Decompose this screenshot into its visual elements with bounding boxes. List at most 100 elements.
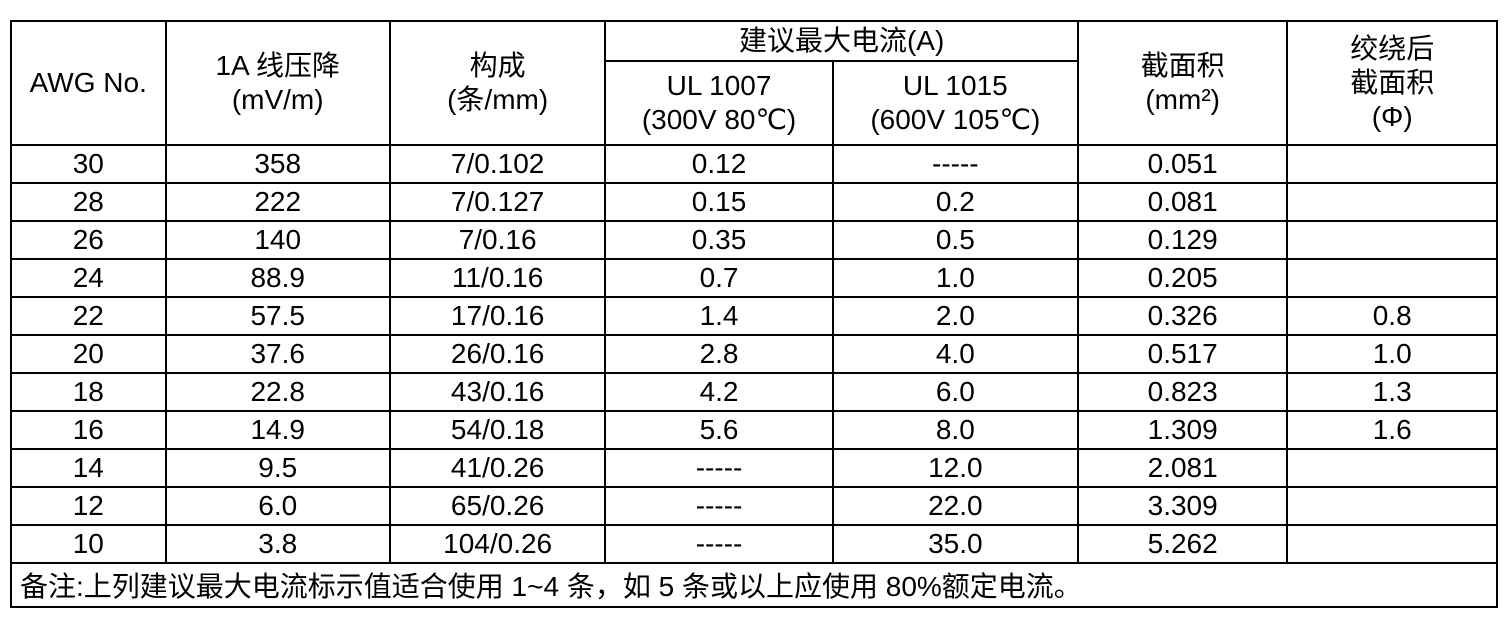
- table-header: AWG No. 1A 线压降 (mV/m) 构成 (条/mm) 建议最大电流(A…: [10, 20, 1498, 146]
- table-cell: 37.6: [164, 334, 391, 374]
- table-row: 28 222 7/0.127 0.15 0.2 0.081: [10, 182, 1498, 222]
- table-cell: 12.0: [831, 448, 1079, 488]
- table-cell: 0.129: [1076, 220, 1289, 260]
- table-cell: [1286, 258, 1498, 298]
- table-cell: 16: [10, 410, 167, 450]
- table-cell: 0.517: [1076, 334, 1289, 374]
- table-cell: 26/0.16: [388, 334, 607, 374]
- table-cell: 2.081: [1076, 448, 1289, 488]
- table-cell: 0.823: [1076, 372, 1289, 412]
- table-cell: 8.0: [831, 410, 1079, 450]
- table-cell: 5.262: [1076, 524, 1289, 564]
- table-cell: 88.9: [164, 258, 391, 298]
- table-cell: 10: [10, 524, 167, 564]
- table-cell: 0.5: [831, 220, 1079, 260]
- table-cell: 104/0.26: [388, 524, 607, 564]
- table-footer: 备注:上列建议最大电流标示值适合使用 1~4 条，如 5 条或以上应使用 80%…: [10, 562, 1498, 608]
- table-cell: 0.2: [831, 182, 1079, 222]
- table-cell: 3.8: [164, 524, 391, 564]
- construction-line2: (条/mm): [447, 84, 549, 115]
- table-cell: [1286, 486, 1498, 526]
- table-cell: 0.7: [604, 258, 834, 298]
- table-row: 22 57.5 17/0.16 1.4 2.0 0.326 0.8: [10, 296, 1498, 336]
- table-cell: 2.8: [604, 334, 834, 374]
- twisted-line2: 截面积: [1350, 66, 1435, 98]
- table-cell: 5.6: [604, 410, 834, 450]
- table-cell: [1286, 144, 1498, 184]
- table-cell: 17/0.16: [388, 296, 607, 336]
- note-text: 备注:上列建议最大电流标示值适合使用 1~4 条，如 5 条或以上应使用 80%…: [10, 562, 1498, 608]
- table-cell: 4.0: [831, 334, 1079, 374]
- table-cell: 1.6: [1286, 410, 1498, 450]
- table-cell: 65/0.26: [388, 486, 607, 526]
- table-cell: 11/0.16: [388, 258, 607, 298]
- twisted-line3: (Φ): [1371, 101, 1413, 133]
- table-cell: 7/0.16: [388, 220, 607, 260]
- table-cell: 0.35: [604, 220, 834, 260]
- table-cell: [1286, 524, 1498, 564]
- table-cell: 0.205: [1076, 258, 1289, 298]
- table-cell: 1.3: [1286, 372, 1498, 412]
- voltage-drop-line2: (mV/m): [231, 84, 324, 115]
- table-row: 10 3.8 104/0.26 ----- 35.0 5.262: [10, 524, 1498, 564]
- header-row-group: AWG No. 1A 线压降 (mV/m) 构成 (条/mm) 建议最大电流(A…: [10, 20, 1498, 146]
- col-header-ul1015: UL 1015 (600V 105℃): [831, 60, 1079, 146]
- ul1007-line2: (300V 80℃): [641, 104, 797, 135]
- ul1007-line1: UL 1007: [666, 69, 772, 101]
- table-cell: 24: [10, 258, 167, 298]
- table-cell: 12: [10, 486, 167, 526]
- table-cell: 6.0: [164, 486, 391, 526]
- table-cell: 28: [10, 182, 167, 222]
- table-cell: 6.0: [831, 372, 1079, 412]
- table-cell: 1.4: [604, 296, 834, 336]
- col-header-construction: 构成 (条/mm): [388, 20, 607, 146]
- table-cell: 2.0: [831, 296, 1079, 336]
- table-cell: 3.309: [1076, 486, 1289, 526]
- table-cell: 0.326: [1076, 296, 1289, 336]
- table-cell: 1.0: [831, 258, 1079, 298]
- table-cell: -----: [831, 144, 1079, 184]
- table-cell: 22.8: [164, 372, 391, 412]
- table-cell: 18: [10, 372, 167, 412]
- table-cell: [1286, 448, 1498, 488]
- table-body: 30 358 7/0.102 0.12 ----- 0.051 28 222 7/0.127 0.…: [10, 144, 1498, 564]
- table-cell: 54/0.18: [388, 410, 607, 450]
- table-cell: 0.051: [1076, 144, 1289, 184]
- table-cell: 358: [164, 144, 391, 184]
- table-cell: 4.2: [604, 372, 834, 412]
- table-cell: -----: [604, 524, 834, 564]
- table-cell: 41/0.26: [388, 448, 607, 488]
- table-cell: -----: [604, 448, 834, 488]
- twisted-line1: 绞绕后: [1350, 32, 1435, 64]
- table-cell: 7/0.102: [388, 144, 607, 184]
- construction-line1: 构成: [469, 49, 526, 81]
- table-cell: 1.309: [1076, 410, 1289, 450]
- table-cell: 43/0.16: [388, 372, 607, 412]
- table-cell: 0.081: [1076, 182, 1289, 222]
- ul1015-line2: (600V 105℃): [870, 104, 1041, 135]
- table-cell: -----: [604, 486, 834, 526]
- table-row: 14 9.5 41/0.26 ----- 12.0 2.081: [10, 448, 1498, 488]
- table-row: 24 88.9 11/0.16 0.7 1.0 0.205: [10, 258, 1498, 298]
- table-cell: [1286, 220, 1498, 260]
- table-row: 16 14.9 54/0.18 5.6 8.0 1.309 1.6: [10, 410, 1498, 450]
- table-cell: 57.5: [164, 296, 391, 336]
- col-header-voltage-drop: 1A 线压降 (mV/m): [164, 20, 391, 146]
- voltage-drop-line1: 1A 线压降: [215, 49, 340, 81]
- table-cell: 222: [164, 182, 391, 222]
- table-cell: 26: [10, 220, 167, 260]
- cross-section-line1: 截面积: [1140, 49, 1225, 81]
- table-cell: 7/0.127: [388, 182, 607, 222]
- table-cell: 20: [10, 334, 167, 374]
- table-cell: 35.0: [831, 524, 1079, 564]
- table-row: 30 358 7/0.102 0.12 ----- 0.051: [10, 144, 1498, 184]
- note-row: 备注:上列建议最大电流标示值适合使用 1~4 条，如 5 条或以上应使用 80%…: [10, 562, 1498, 608]
- col-header-max-current-group: 建议最大电流(A): [604, 20, 1079, 62]
- table-row: 18 22.8 43/0.16 4.2 6.0 0.823 1.3: [10, 372, 1498, 412]
- table-cell: 140: [164, 220, 391, 260]
- col-header-cross-section: 截面积 (mm²): [1076, 20, 1289, 146]
- table-cell: 0.12: [604, 144, 834, 184]
- table-cell: 14: [10, 448, 167, 488]
- header-row-sub: UL 1007 (300V 80℃) UL 1015 (600V 105℃): [11, 60, 1497, 146]
